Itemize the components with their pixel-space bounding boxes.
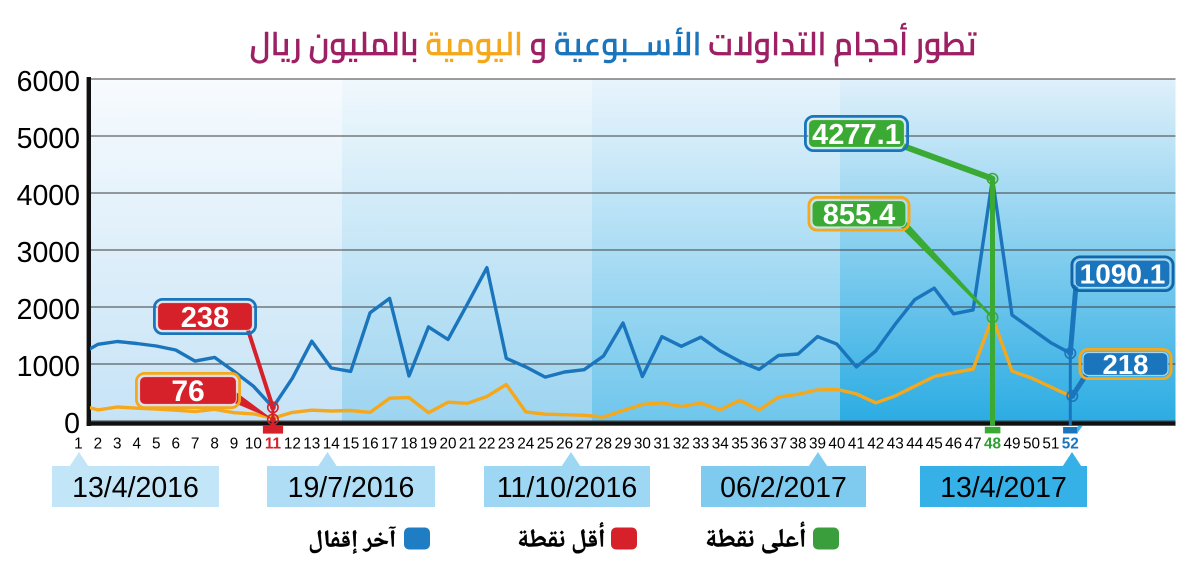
svg-text:6000: 6000	[17, 66, 80, 98]
svg-text:11/10/2016: 11/10/2016	[497, 472, 638, 504]
svg-text:1090.1: 1090.1	[1080, 259, 1166, 290]
svg-text:0: 0	[64, 408, 80, 440]
svg-text:4277.1: 4277.1	[812, 119, 901, 151]
svg-text:218: 218	[1103, 349, 1149, 380]
svg-text:26: 26	[556, 436, 573, 453]
svg-text:35: 35	[731, 436, 748, 453]
svg-text:13: 13	[303, 436, 320, 453]
svg-text:10: 10	[245, 436, 262, 453]
svg-text:6: 6	[171, 436, 180, 453]
svg-text:40: 40	[828, 436, 845, 453]
svg-text:18: 18	[400, 436, 417, 453]
svg-text:13/4/2017: 13/4/2017	[940, 472, 1067, 504]
svg-text:32: 32	[673, 436, 690, 453]
svg-text:17: 17	[381, 436, 398, 453]
svg-text:2000: 2000	[17, 294, 80, 326]
svg-text:1000: 1000	[17, 351, 80, 383]
svg-text:28: 28	[595, 436, 612, 453]
svg-text:11: 11	[265, 436, 282, 453]
svg-text:4000: 4000	[17, 180, 80, 212]
svg-text:33: 33	[692, 436, 709, 453]
svg-text:45: 45	[926, 436, 943, 453]
svg-text:42: 42	[867, 436, 884, 453]
svg-text:52: 52	[1062, 436, 1079, 453]
svg-text:39: 39	[809, 436, 826, 453]
svg-text:12: 12	[284, 436, 301, 453]
svg-text:15: 15	[342, 436, 359, 453]
svg-text:1: 1	[74, 436, 83, 453]
svg-text:20: 20	[439, 436, 456, 453]
svg-text:47: 47	[965, 436, 982, 453]
svg-text:8: 8	[210, 436, 219, 453]
svg-text:34: 34	[712, 436, 730, 453]
svg-text:25: 25	[537, 436, 554, 453]
svg-text:51: 51	[1042, 436, 1059, 453]
svg-text:24: 24	[517, 436, 535, 453]
svg-text:38: 38	[789, 436, 806, 453]
svg-text:2: 2	[94, 436, 103, 453]
svg-text:7: 7	[191, 436, 200, 453]
svg-text:21: 21	[459, 436, 476, 453]
svg-text:855.4: 855.4	[823, 199, 896, 231]
svg-text:37: 37	[770, 436, 787, 453]
svg-text:23: 23	[498, 436, 515, 453]
svg-text:29: 29	[614, 436, 631, 453]
svg-text:41: 41	[848, 436, 865, 453]
svg-text:3: 3	[113, 436, 122, 453]
svg-text:48: 48	[984, 436, 1002, 453]
svg-text:27: 27	[576, 436, 593, 453]
svg-text:22: 22	[478, 436, 495, 453]
svg-text:9: 9	[230, 436, 239, 453]
svg-text:16: 16	[362, 436, 379, 453]
svg-text:3000: 3000	[17, 237, 80, 269]
svg-text:14: 14	[323, 436, 341, 453]
svg-text:19/7/2016: 19/7/2016	[288, 472, 415, 504]
svg-text:5000: 5000	[17, 123, 80, 155]
svg-text:76: 76	[171, 375, 204, 408]
svg-text:43: 43	[887, 436, 904, 453]
svg-text:19: 19	[420, 436, 437, 453]
svg-text:13/4/2016: 13/4/2016	[72, 472, 199, 504]
svg-text:49: 49	[1003, 436, 1020, 453]
svg-text:46: 46	[945, 436, 962, 453]
svg-text:4: 4	[133, 436, 142, 453]
svg-text:50: 50	[1023, 436, 1040, 453]
svg-text:36: 36	[751, 436, 768, 453]
svg-text:06/2/2017: 06/2/2017	[720, 472, 847, 504]
svg-text:30: 30	[634, 436, 651, 453]
svg-text:5: 5	[152, 436, 161, 453]
svg-text:31: 31	[653, 436, 670, 453]
svg-text:238: 238	[181, 302, 229, 334]
svg-text:44: 44	[906, 436, 924, 453]
